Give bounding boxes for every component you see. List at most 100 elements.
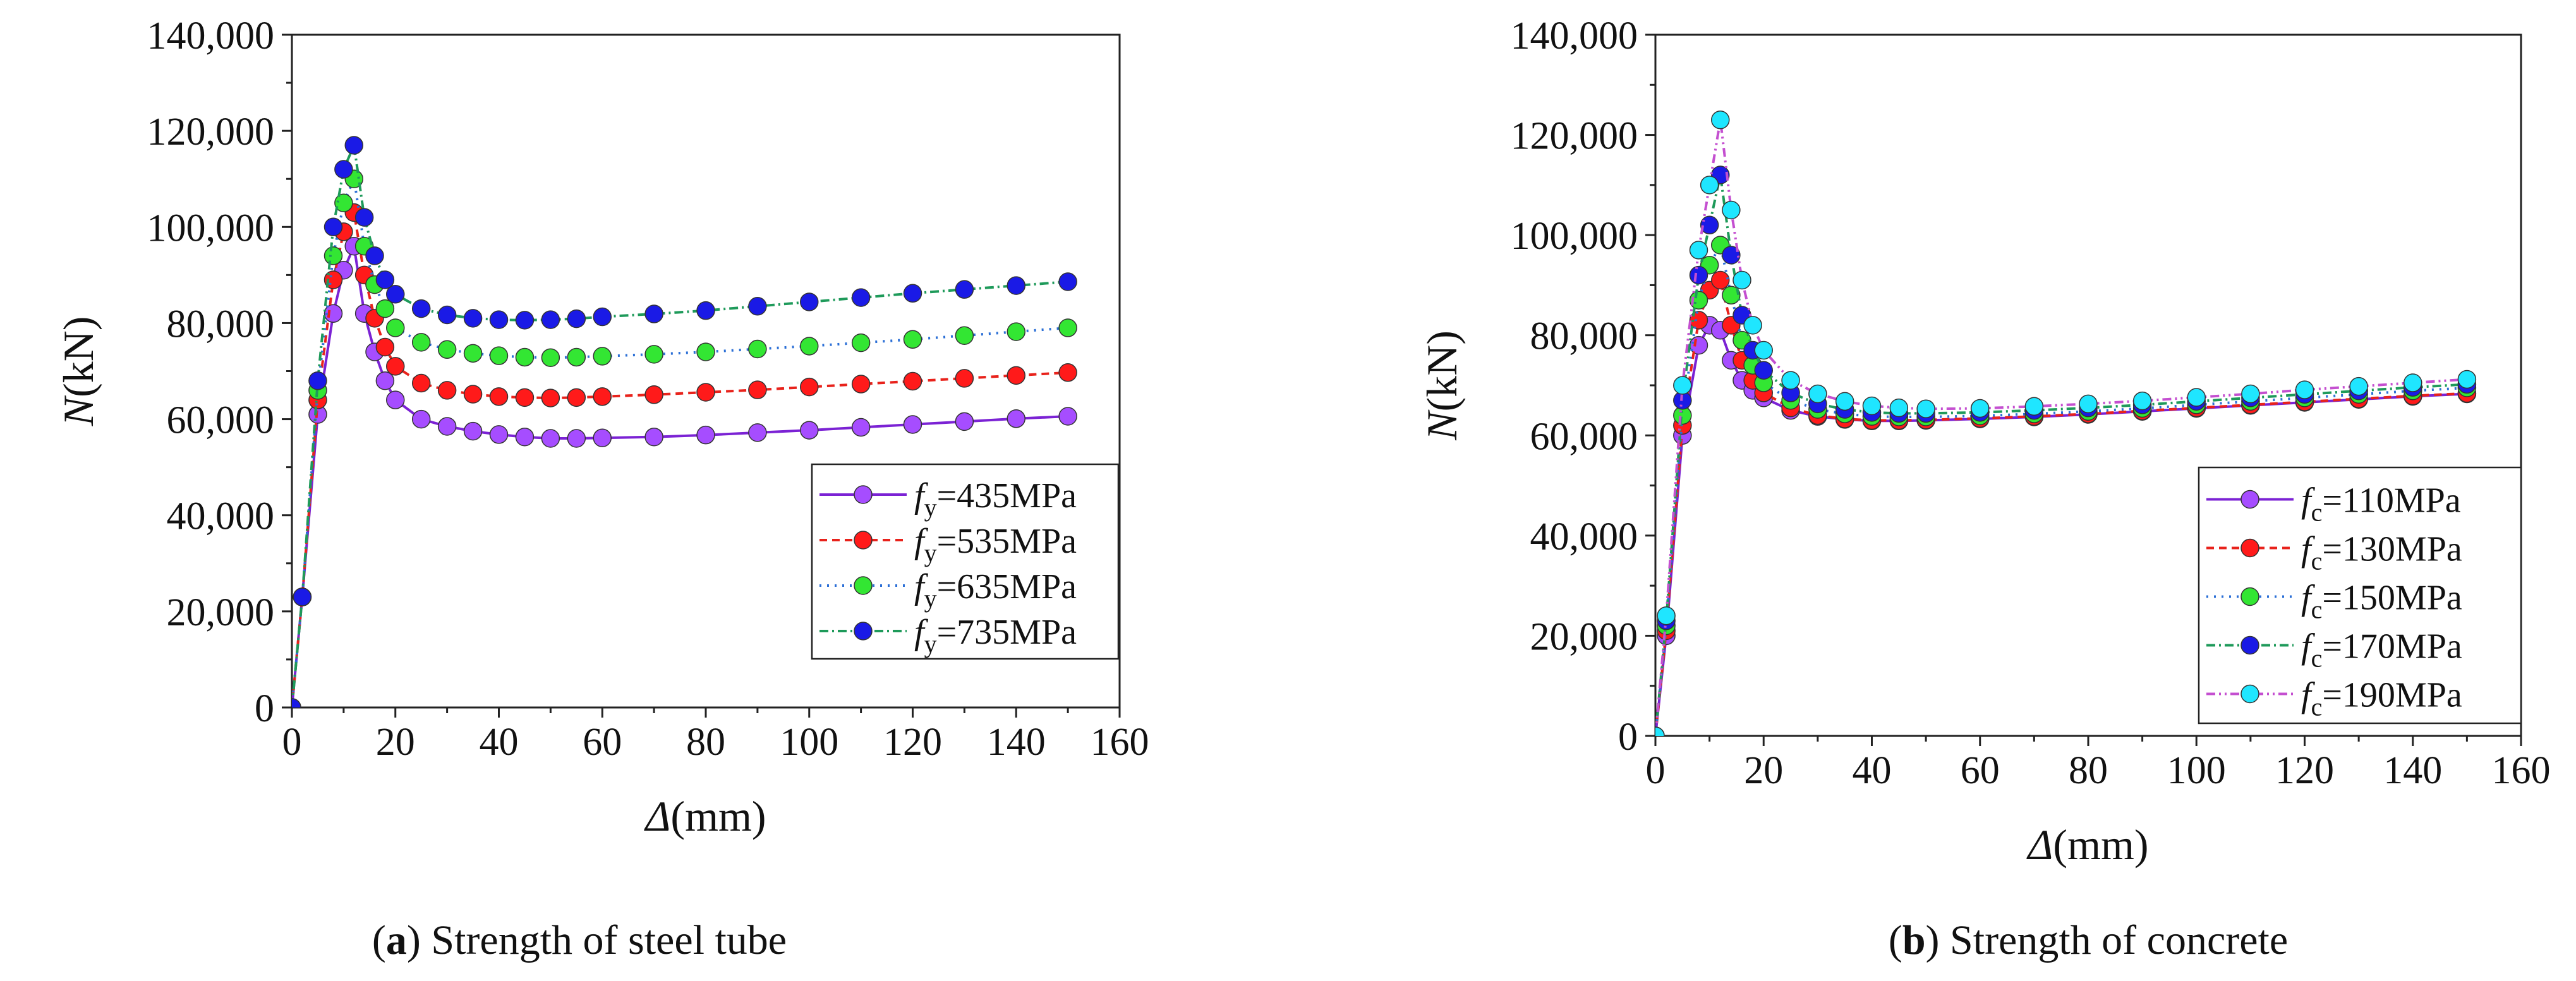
series-5-point xyxy=(2132,391,2152,411)
series-5-point xyxy=(1916,399,1935,419)
y-tick-label: 40,000 xyxy=(167,495,275,538)
y-tick-label: 140,000 xyxy=(1511,15,1638,57)
series-5-point xyxy=(1743,316,1762,335)
series-3-point xyxy=(800,337,819,356)
caption-paren-open: ( xyxy=(372,917,386,963)
x-tick-label: 120 xyxy=(2275,749,2334,792)
series-5-point xyxy=(1862,396,1882,416)
series-2-point xyxy=(748,380,767,399)
legend-marker-3 xyxy=(854,576,873,595)
x-axis-symbol: Δ xyxy=(644,792,671,840)
series-3-point xyxy=(1722,286,1741,305)
x-tick-label: 60 xyxy=(1961,749,2000,792)
legend-subscript: c xyxy=(2311,693,2323,721)
chart-panel-b: 0 20 40 60 80 100 120 140 160 0 20,000 40,000 60,000… xyxy=(1418,15,2551,963)
x-tick-label: 120 xyxy=(883,721,942,764)
legend-subscript: c xyxy=(2311,498,2323,527)
legend-value: =535MPa xyxy=(937,522,1077,561)
series-3-point xyxy=(437,340,457,359)
legend-label-1: fy=435MPa xyxy=(914,476,1077,522)
legend-label-4: fc=170MPa xyxy=(2301,627,2462,673)
y-tick-label: 20,000 xyxy=(167,591,275,634)
legend-marker-4 xyxy=(2240,635,2259,655)
series-5-point xyxy=(1689,241,1708,260)
series-4-point xyxy=(354,208,374,227)
series-1-point xyxy=(541,429,560,448)
series-group xyxy=(1655,111,2477,736)
series-4-point xyxy=(696,301,715,320)
y-tick-label: 60,000 xyxy=(1530,415,1638,458)
y-tick-label: 0 xyxy=(255,687,274,730)
x-axis-unit: (mm) xyxy=(2053,821,2148,869)
x-tick-label: 100 xyxy=(780,721,838,764)
series-5-point xyxy=(1655,726,1665,736)
y-tick-label: 80,000 xyxy=(1530,315,1638,358)
series-4-point xyxy=(1007,276,1025,295)
legend-value: =110MPa xyxy=(2322,481,2460,521)
series-4-point xyxy=(437,305,457,325)
legend-marker-1 xyxy=(2240,490,2259,509)
x-tick-label: 0 xyxy=(282,721,302,764)
series-3-point xyxy=(903,330,922,349)
chart-panel-a: 0 20 40 60 80 100 120 140 160 0 20,000 40,000 60,000… xyxy=(54,15,1149,963)
x-tick-label: 60 xyxy=(583,721,622,764)
series-2-point xyxy=(696,383,715,402)
series-1-point xyxy=(1007,409,1025,428)
x-tick-label: 100 xyxy=(2167,749,2226,792)
y-tick-label: 100,000 xyxy=(147,207,275,250)
series-4-point xyxy=(1754,361,1773,380)
series-4-point xyxy=(365,246,384,265)
y-axis-unit: (kN) xyxy=(54,316,102,397)
x-axis-label: Δ(mm) xyxy=(2026,821,2149,869)
series-4-point xyxy=(411,299,431,318)
series-2-point xyxy=(903,371,922,391)
series-5-point xyxy=(1808,384,1827,404)
legend-value: =435MPa xyxy=(937,476,1077,515)
series-3-point xyxy=(463,344,483,363)
series-2-point xyxy=(541,388,560,407)
series-2-point xyxy=(567,388,586,407)
series-4-point xyxy=(567,309,586,328)
y-tick-label: 120,000 xyxy=(1511,115,1638,158)
x-tick-label: 80 xyxy=(2069,749,2108,792)
x-tick-label: 160 xyxy=(2492,749,2551,792)
series-2-point xyxy=(411,373,431,393)
series-3-point xyxy=(748,339,767,359)
y-tick-label: 0 xyxy=(1618,716,1638,759)
legend-subscript: y xyxy=(924,584,937,613)
series-2-point xyxy=(851,375,871,394)
series-4-point xyxy=(748,297,767,316)
series-1-point xyxy=(800,421,819,440)
y-axis-unit: (kN) xyxy=(1418,330,1466,411)
series-4-point xyxy=(1700,215,1719,235)
series-1-point xyxy=(955,412,974,431)
series-3-point xyxy=(851,333,871,352)
series-5-point xyxy=(2241,384,2260,404)
x-tick-label: 140 xyxy=(987,721,1046,764)
legend-subscript: c xyxy=(2311,644,2323,673)
panel-caption: (b) Strength of concrete xyxy=(1889,917,2288,963)
x-tick-label: 0 xyxy=(1646,749,1666,792)
legend-value: =150MPa xyxy=(2322,579,2462,618)
series-1-point xyxy=(375,371,395,390)
legend-label-3: fc=150MPa xyxy=(2301,579,2462,624)
legend-subscript: c xyxy=(2311,547,2323,575)
series-3-point xyxy=(334,193,353,212)
series-3-point xyxy=(489,346,509,365)
series-1-point xyxy=(1689,335,1708,355)
caption-paren-open: ( xyxy=(1889,917,1902,963)
legend-marker-1 xyxy=(854,485,873,504)
series-1-point xyxy=(748,423,767,442)
series-3-point xyxy=(696,342,715,361)
series-4-point xyxy=(292,698,301,707)
series-1-point xyxy=(903,415,922,434)
series-4-point xyxy=(1689,265,1708,285)
series-1-point xyxy=(851,418,871,437)
y-axis-symbol: N xyxy=(1418,409,1466,441)
x-tick-label: 20 xyxy=(1744,749,1783,792)
series-line-2 xyxy=(1655,277,2467,736)
caption-paren-close: ) xyxy=(407,917,431,963)
panel-caption: (a) Strength of steel tube xyxy=(372,917,787,963)
caption-text: Strength of concrete xyxy=(1950,917,2288,963)
series-4-point xyxy=(800,292,819,311)
